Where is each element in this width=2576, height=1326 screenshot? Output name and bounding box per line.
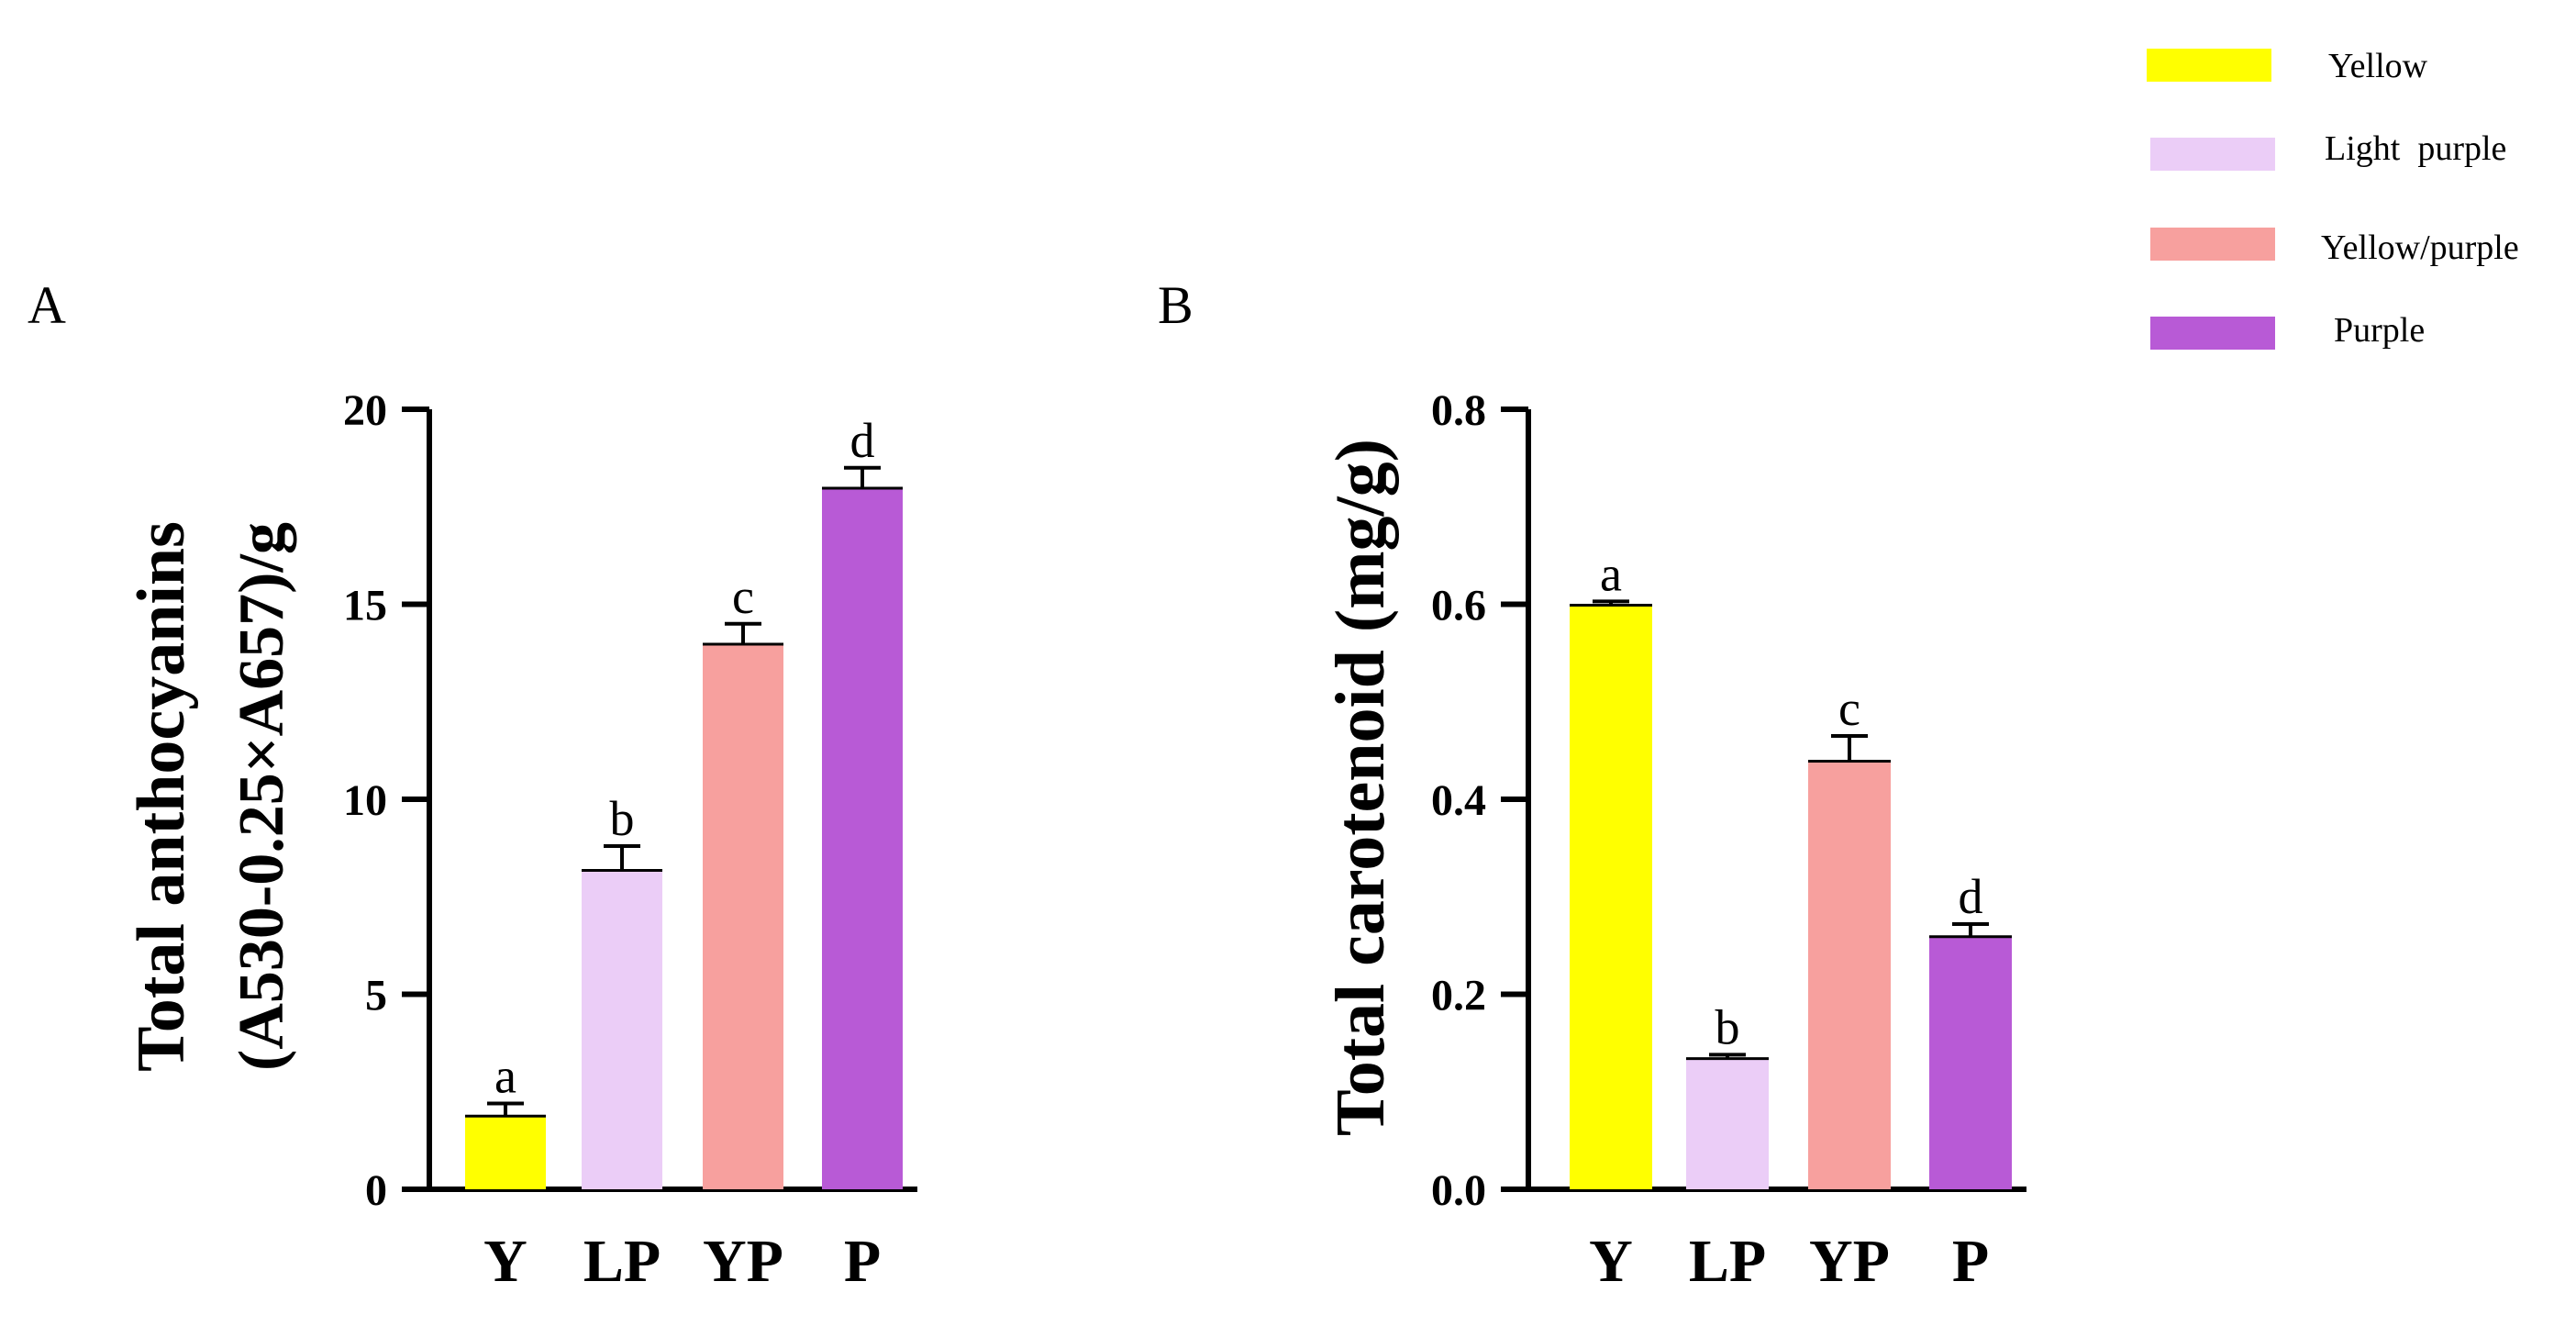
legend-swatch-yellow: [2147, 49, 2271, 82]
chart-a-ytick-label: 15: [343, 582, 387, 630]
legend-label-yellow: Yellow: [2328, 47, 2428, 85]
chart-a-category-label: LP: [583, 1228, 661, 1295]
legend-swatch-light-purple: [2150, 138, 2275, 171]
chart-b-significance-label: c: [1838, 681, 1860, 736]
chart-a: 0 5 10 15 20 a Yb LP c YP d P: [343, 386, 917, 1295]
chart-b-ytick-label: 0.2: [1431, 972, 1486, 1020]
chart-b-category-label: LP: [1689, 1228, 1766, 1295]
chart-a-significance-label: b: [610, 791, 635, 846]
chart-b-category-label: YP: [1809, 1228, 1890, 1295]
chart-b-ytick-label: 0.4: [1431, 776, 1486, 825]
legend-label-yellow-purple: Yellow/purple: [2321, 228, 2519, 267]
chart-a-ylabel-line1: Total anthocyanins: [124, 521, 199, 1072]
chart-a-ylabel: Total anthocyanins (A530-0.25×A657)/g: [124, 521, 297, 1072]
chart-b: 0.0 0.2 0.4 0.6 0.8 a Yb LP c YP d P: [1431, 386, 2026, 1295]
chart-b-bar: [1570, 604, 1652, 1189]
chart-b-bar: [1808, 760, 1891, 1189]
chart-a-bar: [465, 1115, 546, 1189]
legend-swatch-purple: [2150, 317, 2275, 350]
chart-a-ytick-label: 0: [365, 1166, 387, 1215]
chart-b-bar: [1929, 935, 2012, 1189]
chart-b-ytick-label: 0.0: [1431, 1166, 1486, 1215]
chart-a-category-label: YP: [703, 1228, 783, 1295]
chart-a-significance-label: c: [732, 569, 754, 624]
chart-b-significance-label: d: [1959, 869, 1983, 924]
chart-b-significance-label: a: [1600, 546, 1622, 601]
chart-a-bar: [582, 869, 662, 1189]
chart-a-ylabel-line2: (A530-0.25×A657)/g: [227, 522, 297, 1071]
chart-a-significance-label: a: [494, 1049, 516, 1104]
chart-a-significance-label: d: [850, 413, 875, 468]
chart-b-category-label: P: [1952, 1228, 1989, 1295]
chart-a-category-label: P: [844, 1228, 881, 1295]
chart-b-bar: [1686, 1057, 1769, 1189]
chart-b-significance-label: b: [1715, 999, 1740, 1054]
legend: Yellow Light purple Yellow/purple Purple: [2147, 47, 2519, 350]
chart-a-category-label: Y: [483, 1228, 527, 1295]
chart-b-ytick-label: 0.8: [1431, 386, 1486, 435]
chart-a-ytick-label: 10: [343, 776, 387, 825]
chart-b-ylabel: Total carotenoid (mg/g): [1322, 439, 1399, 1136]
legend-label-purple: Purple: [2334, 311, 2425, 350]
panel-a-label: A: [28, 275, 66, 335]
chart-b-category-label: Y: [1589, 1228, 1633, 1295]
legend-swatch-yellow-purple: [2150, 228, 2275, 261]
chart-a-ytick-label: 5: [365, 972, 387, 1020]
chart-b-ylabel-line1: Total carotenoid (mg/g): [1322, 439, 1399, 1136]
chart-a-bar: [703, 643, 783, 1189]
chart-a-ytick-label: 20: [343, 386, 387, 435]
panel-b-label: B: [1158, 275, 1194, 335]
chart-a-bar: [822, 487, 903, 1189]
chart-b-ytick-label: 0.6: [1431, 582, 1486, 630]
legend-label-light-purple: Light purple: [2325, 129, 2506, 168]
